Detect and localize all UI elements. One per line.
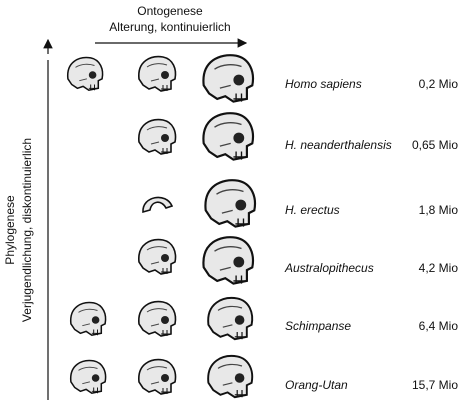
- skull: [139, 240, 176, 274]
- skull: [203, 237, 253, 283]
- age: 4,2 Mio: [419, 261, 459, 275]
- rows: Homo sapiens 0,2 Mio H. neanderthalensis…: [284, 77, 458, 392]
- age: 15,7 Mio: [412, 378, 458, 392]
- skull: [139, 57, 176, 91]
- age: 0,2 Mio: [419, 77, 459, 91]
- skull: [203, 55, 253, 101]
- header-subtitle: Alterung, kontinuierlich: [109, 20, 230, 34]
- age: 0,65 Mio: [412, 138, 458, 152]
- age: 6,4 Mio: [419, 319, 459, 333]
- side-subtitle: Verjugendlichung, diskontinuierlich: [20, 138, 34, 322]
- skull: [208, 298, 252, 339]
- species: Orang-Utan: [285, 378, 348, 392]
- skulls: [68, 55, 255, 397]
- skull: [71, 303, 106, 336]
- species: Australopithecus: [284, 261, 374, 275]
- species: Homo sapiens: [285, 77, 362, 91]
- skull: [139, 302, 176, 336]
- side-title: Phylogenese: [3, 195, 17, 265]
- skull-fragment: [143, 197, 172, 212]
- header-title: Ontogenese: [137, 4, 203, 18]
- skull: [68, 58, 103, 91]
- skull: [205, 180, 255, 226]
- skull: [71, 361, 106, 394]
- skull: [203, 113, 253, 159]
- skull: [139, 120, 176, 154]
- skull: [208, 356, 252, 397]
- skull: [139, 360, 176, 394]
- diagram: Ontogenese Alterung, kontinuierlich Phyl…: [0, 0, 464, 406]
- age: 1,8 Mio: [419, 203, 459, 217]
- species: H. neanderthalensis: [285, 138, 392, 152]
- species: Schimpanse: [285, 319, 351, 333]
- species: H. erectus: [285, 203, 340, 217]
